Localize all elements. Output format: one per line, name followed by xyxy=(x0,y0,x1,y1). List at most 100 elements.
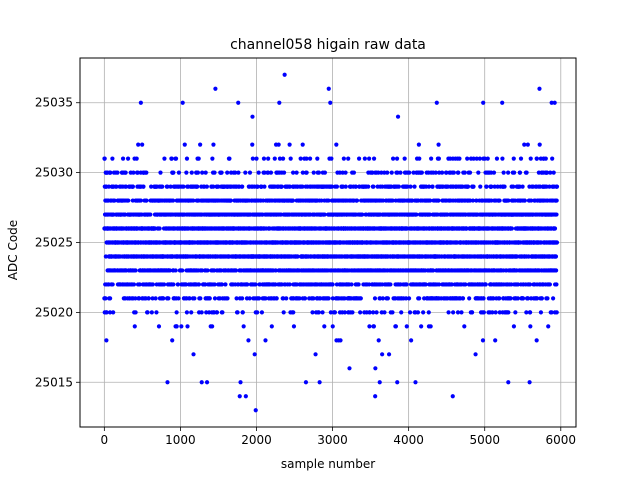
data-point xyxy=(356,282,361,287)
data-point xyxy=(211,184,216,189)
data-point xyxy=(404,296,409,301)
data-point xyxy=(247,296,252,301)
data-point xyxy=(353,184,358,189)
data-point xyxy=(449,282,454,287)
data-point xyxy=(198,142,203,147)
data-point xyxy=(281,310,286,315)
data-point xyxy=(273,268,278,273)
data-point xyxy=(421,310,426,315)
data-point xyxy=(123,170,128,175)
data-point xyxy=(374,310,379,315)
data-point xyxy=(144,198,149,203)
data-point xyxy=(170,338,175,343)
data-point xyxy=(184,170,189,175)
data-point xyxy=(261,156,267,161)
data-point xyxy=(153,296,158,301)
data-point xyxy=(426,310,431,315)
data-point xyxy=(326,296,331,301)
data-point xyxy=(470,198,476,203)
data-point xyxy=(189,170,194,175)
data-point xyxy=(150,296,155,301)
data-point xyxy=(465,156,470,161)
data-point xyxy=(255,184,260,189)
data-point xyxy=(216,184,221,189)
data-point xyxy=(269,324,274,329)
data-point xyxy=(198,296,203,301)
data-point xyxy=(300,142,305,147)
data-point xyxy=(436,282,442,287)
data-point xyxy=(467,296,472,301)
data-point xyxy=(160,184,165,189)
data-point xyxy=(266,156,271,161)
chart-title: channel058 higain raw data xyxy=(230,37,426,53)
data-point xyxy=(334,142,339,147)
data-point xyxy=(428,324,433,329)
data-point xyxy=(287,184,292,189)
data-point xyxy=(176,170,182,175)
data-point xyxy=(265,170,271,175)
data-point xyxy=(316,170,322,175)
data-point xyxy=(146,296,151,301)
data-point xyxy=(328,310,333,315)
data-point xyxy=(262,170,267,175)
data-point xyxy=(426,184,432,189)
data-point xyxy=(310,310,315,315)
data-point xyxy=(196,156,201,161)
data-point xyxy=(184,156,190,161)
data-point xyxy=(281,296,286,301)
data-point xyxy=(300,184,305,189)
data-point xyxy=(330,324,335,329)
data-point xyxy=(125,156,131,161)
data-point xyxy=(456,170,461,175)
data-point xyxy=(471,184,476,189)
data-point xyxy=(398,170,403,175)
data-point xyxy=(211,142,216,147)
data-point xyxy=(199,310,204,315)
data-point xyxy=(245,282,250,287)
data-point xyxy=(408,184,413,189)
data-point xyxy=(181,184,186,189)
data-point xyxy=(394,156,400,161)
data-point xyxy=(120,156,126,161)
data-point xyxy=(423,282,428,287)
data-point xyxy=(476,170,481,175)
data-point xyxy=(179,324,184,329)
data-point xyxy=(212,170,217,175)
data-point xyxy=(203,282,208,287)
data-point xyxy=(390,156,396,161)
data-point xyxy=(204,310,209,315)
data-point xyxy=(110,156,115,161)
data-point xyxy=(131,282,137,287)
data-point xyxy=(350,310,355,315)
data-point xyxy=(108,296,113,301)
data-point xyxy=(367,310,372,315)
data-point xyxy=(227,156,232,161)
data-point xyxy=(414,212,419,217)
data-point xyxy=(171,170,176,175)
data-point xyxy=(220,310,225,315)
data-point xyxy=(342,296,347,301)
data-point xyxy=(393,324,399,329)
data-point xyxy=(373,366,378,371)
data-point xyxy=(439,170,445,175)
data-point xyxy=(304,156,309,161)
data-point xyxy=(295,254,300,259)
data-point xyxy=(417,156,422,161)
data-point xyxy=(291,324,297,329)
data-point xyxy=(157,226,162,231)
data-point xyxy=(212,296,218,301)
data-point xyxy=(404,324,409,329)
data-point xyxy=(136,142,141,147)
data-point xyxy=(263,338,268,343)
data-point xyxy=(149,184,154,189)
data-point xyxy=(241,324,246,329)
data-point xyxy=(135,170,140,175)
data-point xyxy=(195,170,201,175)
data-point xyxy=(280,156,286,161)
data-point xyxy=(311,296,316,301)
data-point xyxy=(174,310,179,315)
data-point xyxy=(111,310,116,315)
data-point xyxy=(191,198,196,203)
data-point xyxy=(236,170,241,175)
data-point xyxy=(257,296,262,301)
